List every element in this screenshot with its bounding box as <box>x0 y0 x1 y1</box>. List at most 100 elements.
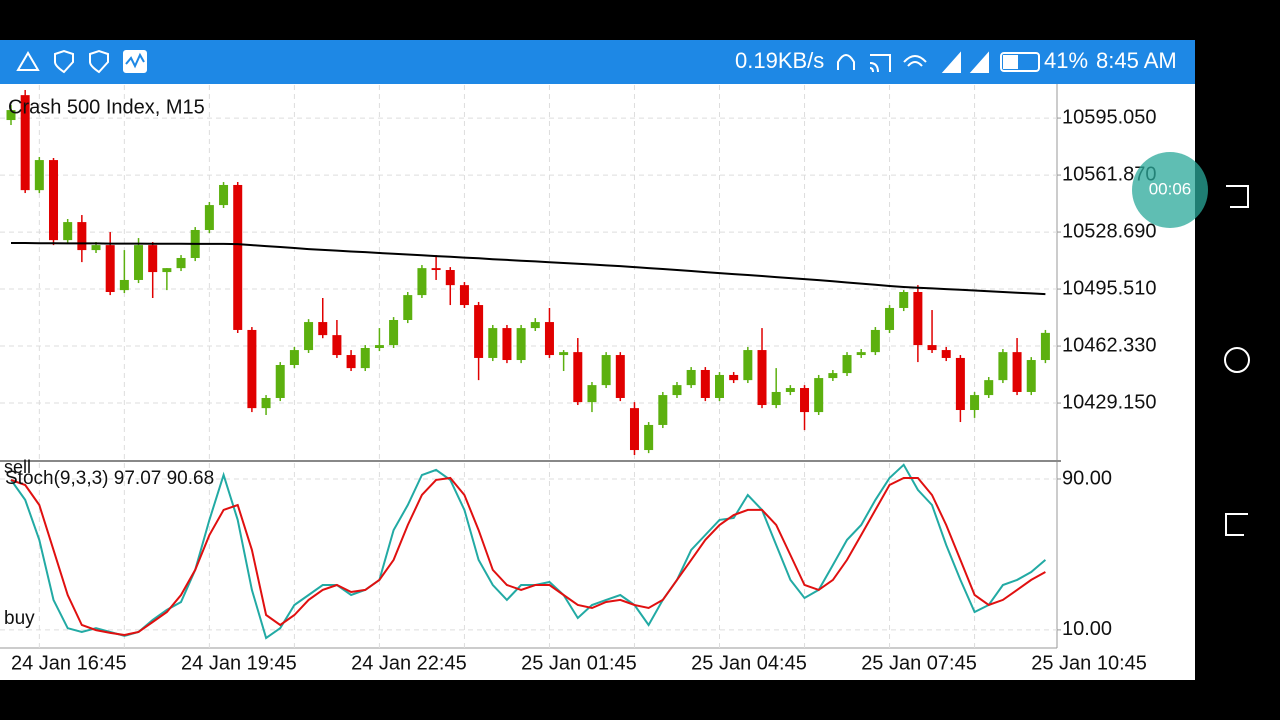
candle-body <box>587 385 597 403</box>
chart-area <box>0 84 1195 680</box>
y-tick-label: 10.00 <box>1062 618 1112 640</box>
y-tick-label: 10429.150 <box>1062 391 1157 413</box>
annotation: buy <box>4 608 35 629</box>
candle-body <box>530 322 540 329</box>
candle-body <box>1012 352 1022 392</box>
candle-body <box>771 391 781 406</box>
candle-body <box>233 184 243 330</box>
icon <box>54 49 74 74</box>
candle-body <box>644 424 654 451</box>
candle-body <box>91 245 101 251</box>
icon <box>1000 52 1040 72</box>
icon <box>903 55 927 67</box>
candle-body <box>459 285 469 306</box>
status-bar <box>0 40 1195 84</box>
nav-back[interactable] <box>1225 513 1248 536</box>
nav-bar <box>1224 185 1250 536</box>
candle-body <box>899 291 909 308</box>
x-tick-label: 24 Jan 16:45 <box>11 652 127 674</box>
candle-body <box>247 329 257 409</box>
candle-body <box>219 184 229 206</box>
candle-body <box>134 245 144 280</box>
candle-body <box>389 319 399 346</box>
candle-body <box>700 369 710 398</box>
candle-body <box>1026 360 1036 392</box>
candle-body <box>502 328 512 361</box>
plot: 10595.050 10561.870 10528.690 10495.510 1046… <box>0 84 1157 674</box>
candle-body <box>445 270 455 286</box>
y-tick-label: 90.00 <box>1062 467 1112 489</box>
candle-body <box>544 322 554 356</box>
candle-body <box>913 291 923 346</box>
candle-body <box>488 328 498 358</box>
candle-body <box>34 160 44 191</box>
stoch-line <box>10 476 1046 637</box>
candle-body <box>77 222 87 251</box>
candle-body <box>885 307 895 330</box>
candle-body <box>431 268 441 271</box>
candle-body <box>615 355 625 398</box>
candle-body <box>289 350 299 366</box>
candle-body <box>842 355 852 374</box>
y-tick-label: 10561.870 <box>1062 163 1157 185</box>
candle-body <box>474 305 484 358</box>
nav-recent[interactable] <box>1226 185 1249 208</box>
candle-body <box>105 245 115 292</box>
candle-body <box>729 374 739 381</box>
candle-body <box>559 352 569 356</box>
candle-body <box>984 380 994 396</box>
candle-body <box>516 328 526 361</box>
candle-body <box>856 352 866 356</box>
candle-body <box>49 160 59 241</box>
x-tick-label: 24 Jan 22:45 <box>351 652 467 674</box>
candle-body <box>20 95 30 191</box>
recorder-time: 00:06 <box>1149 179 1192 198</box>
candle-body <box>970 395 980 411</box>
icon <box>89 49 109 74</box>
candle-body <box>346 355 356 369</box>
candle-body <box>6 110 16 121</box>
candle-body <box>941 350 951 358</box>
y-tick-label: 10462.330 <box>1062 334 1157 356</box>
candle-body <box>360 347 370 369</box>
moving-average <box>11 242 1046 296</box>
candle-body <box>870 329 880 353</box>
recorder-bubble[interactable] <box>1132 152 1208 228</box>
icon <box>869 54 891 73</box>
candle-body <box>686 369 696 386</box>
candle-body <box>119 279 129 291</box>
candle-body <box>785 388 795 392</box>
candle-body <box>573 352 583 403</box>
battery: 41% <box>1044 48 1088 73</box>
candle-body <box>261 397 271 409</box>
candle-body <box>332 335 342 356</box>
icon <box>941 51 989 73</box>
candle-body <box>629 408 639 451</box>
candle-body <box>672 385 682 396</box>
x-tick-label: 25 Jan 07:45 <box>861 652 977 674</box>
network-speed: 0.19KB/s <box>735 48 824 73</box>
candle-body <box>998 352 1008 381</box>
x-tick-label: 24 Jan 19:45 <box>181 652 297 674</box>
x-tick-label: 25 Jan 10:45 <box>1031 652 1147 674</box>
x-tick-label: 25 Jan 01:45 <box>521 652 637 674</box>
status-icons <box>16 49 1040 74</box>
candle-body <box>715 374 724 398</box>
candle-body <box>800 388 810 413</box>
candle-body <box>148 245 158 273</box>
y-tick-label: 10595.050 <box>1062 106 1157 128</box>
candle-body <box>63 222 73 241</box>
candle-body <box>743 350 753 381</box>
icon <box>125 52 145 69</box>
nav-home[interactable] <box>1224 347 1250 373</box>
candle-body <box>275 365 285 398</box>
candle-body <box>658 395 668 425</box>
candle-body <box>374 345 384 348</box>
y-tick-label: 10528.690 <box>1062 220 1157 242</box>
candle-body <box>828 373 838 379</box>
candle-body <box>955 357 965 411</box>
candle-body <box>204 205 214 230</box>
indicator-title: Stoch(9,3,3) 97.07 90.68 <box>5 468 214 489</box>
candle-body <box>417 268 427 296</box>
